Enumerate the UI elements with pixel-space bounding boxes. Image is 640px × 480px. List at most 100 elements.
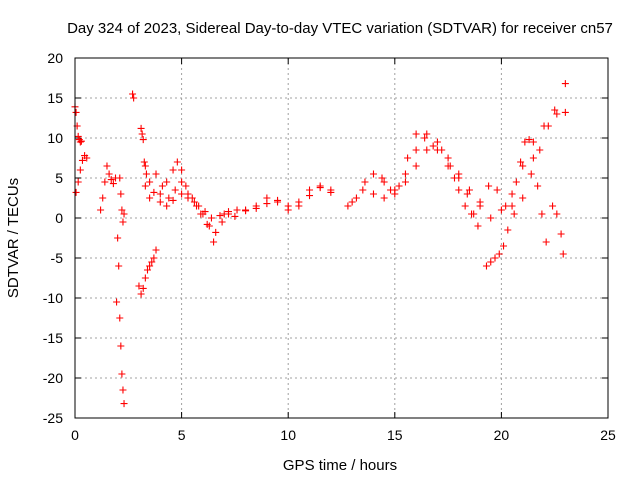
data-point: [549, 202, 557, 210]
data-point: [500, 242, 508, 250]
y-tick-label: 5: [55, 170, 63, 186]
data-point: [316, 184, 324, 192]
data-point: [135, 282, 143, 290]
data-point: [201, 208, 209, 216]
plot-frame: [74, 57, 609, 419]
data-point: [113, 298, 121, 306]
data-point: [146, 194, 154, 202]
y-tick-label: 10: [47, 130, 63, 146]
y-tick-label: 15: [47, 90, 63, 106]
data-point: [527, 170, 535, 178]
data-point: [519, 194, 527, 202]
data-point: [83, 154, 91, 162]
data-point: [542, 238, 550, 246]
data-point: [401, 178, 409, 186]
data-point: [485, 182, 493, 190]
data-point: [497, 206, 505, 214]
data-point: [450, 174, 458, 182]
data-point: [510, 210, 518, 218]
series-seg4: [112, 174, 128, 408]
data-point: [148, 258, 156, 266]
data-point: [401, 170, 409, 178]
data-point: [146, 262, 154, 270]
data-point: [118, 206, 126, 214]
data-point: [225, 208, 233, 216]
data-point: [369, 190, 377, 198]
data-point: [207, 214, 215, 222]
data-point: [220, 210, 228, 218]
data-point: [327, 188, 335, 196]
data-point: [141, 182, 149, 190]
data-point: [138, 130, 146, 138]
data-point: [210, 238, 218, 246]
data-point: [404, 154, 412, 162]
data-point: [380, 178, 388, 186]
x-tick-label: 10: [280, 427, 296, 443]
data-point: [395, 182, 403, 190]
series-seg8: [137, 124, 150, 178]
x-tick-label: 15: [387, 427, 403, 443]
data-point: [487, 214, 495, 222]
y-tick-label: -20: [43, 370, 63, 386]
data-point: [461, 202, 469, 210]
data-point: [103, 162, 111, 170]
x-axis-label: GPS time / hours: [283, 457, 397, 474]
data-point: [529, 138, 537, 146]
data-point: [116, 314, 124, 322]
data-point: [412, 162, 420, 170]
data-point: [561, 108, 569, 116]
data-point: [195, 202, 203, 210]
data-point: [391, 186, 399, 194]
data-point: [544, 122, 552, 130]
data-point: [378, 174, 386, 182]
data-point: [455, 170, 463, 178]
data-point: [109, 180, 117, 188]
x-tick-label: 5: [178, 427, 186, 443]
data-point: [474, 222, 482, 230]
y-tick-label: -25: [43, 410, 63, 426]
data-point: [444, 154, 452, 162]
series-seg2: [72, 152, 91, 196]
data-point: [306, 192, 314, 200]
y-tick-label: -10: [43, 290, 63, 306]
data-point: [218, 218, 226, 226]
data-point: [72, 188, 80, 196]
data-point: [116, 174, 124, 182]
data-point: [163, 202, 171, 210]
data-point: [216, 212, 224, 220]
data-point: [150, 188, 158, 196]
data-point: [107, 176, 115, 184]
data-point: [534, 182, 542, 190]
data-point: [203, 220, 211, 228]
data-point: [491, 254, 499, 262]
data-point: [119, 218, 127, 226]
data-point: [429, 142, 437, 150]
data-points: [71, 80, 569, 408]
data-point: [493, 186, 501, 194]
data-point: [169, 196, 177, 204]
data-point: [274, 198, 282, 206]
x-tick-label: 25: [600, 427, 616, 443]
data-point: [117, 190, 125, 198]
data-point: [502, 202, 510, 210]
data-point: [412, 130, 420, 138]
data-point: [487, 258, 495, 266]
data-point: [553, 110, 561, 118]
data-point: [421, 134, 429, 142]
data-point: [536, 146, 544, 154]
data-point: [465, 186, 473, 194]
data-point: [455, 186, 463, 194]
data-point: [344, 202, 352, 210]
y-tick-label: 20: [47, 50, 63, 66]
data-point: [173, 158, 181, 166]
series-seg17: [549, 202, 567, 258]
data-point: [295, 202, 303, 210]
data-point: [114, 234, 122, 242]
series-seg1: [71, 103, 85, 146]
data-point: [97, 206, 105, 214]
data-point: [178, 190, 186, 198]
y-axis-label: SDTVAR / TECUs: [5, 178, 22, 298]
data-point: [72, 108, 80, 116]
data-point: [130, 94, 138, 102]
